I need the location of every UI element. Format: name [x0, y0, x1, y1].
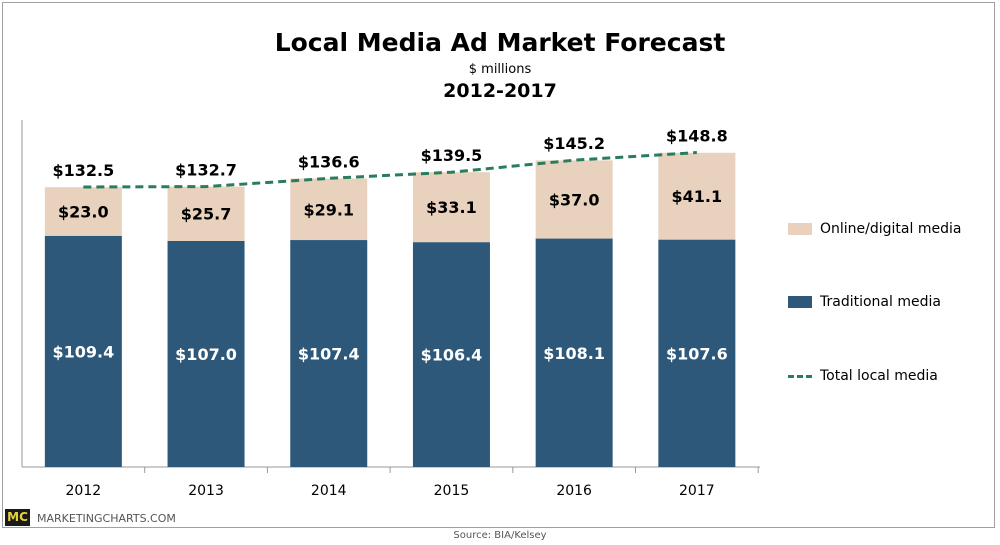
legend-label: Traditional media [820, 294, 941, 310]
bar-online-2014 [290, 178, 368, 241]
bar-traditional-2016 [535, 238, 613, 467]
label-traditional-2012: $109.4 [52, 342, 114, 361]
legend-online: Online/digital media [788, 221, 961, 237]
bar-online-2013 [167, 186, 245, 241]
bar-traditional-2012 [44, 235, 122, 467]
chart-frame [2, 2, 995, 528]
source-text: Source: BIA/Kelsey [453, 530, 547, 541]
legend-swatch-total [788, 374, 812, 378]
x-tick-label-2016: 2016 [556, 483, 592, 499]
label-online-2016: $37.0 [549, 190, 600, 209]
bar-online-2016 [535, 160, 613, 239]
legend-label: Online/digital media [820, 221, 962, 237]
legend-swatch-traditional [788, 296, 812, 308]
bar-online-2017 [658, 152, 736, 240]
bar-traditional-2013 [167, 240, 245, 467]
label-online-2013: $25.7 [181, 205, 232, 224]
x-tick-label-2017: 2017 [679, 483, 715, 499]
bar-online-2012 [44, 187, 122, 236]
legend-swatch-online [788, 223, 812, 235]
label-total-2015: $139.5 [421, 146, 483, 165]
bar-traditional-2014 [290, 240, 368, 467]
label-traditional-2014: $107.4 [298, 345, 360, 364]
legend-label: Total local media [820, 368, 938, 384]
label-online-2012: $23.0 [58, 203, 109, 222]
legend-traditional: Traditional media [788, 294, 941, 310]
x-tick-label-2012: 2012 [66, 483, 102, 499]
brand-text: MARKETINGCHARTS.COM [37, 512, 176, 525]
legend-total: Total local media [788, 368, 938, 384]
line-total-local-media [83, 151, 697, 189]
label-total-2014: $136.6 [298, 152, 360, 171]
label-online-2017: $41.1 [672, 187, 723, 206]
bar-online-2015 [412, 172, 490, 243]
x-tick-label-2013: 2013 [188, 483, 224, 499]
label-online-2014: $29.1 [303, 200, 354, 219]
x-tick-label-2014: 2014 [311, 483, 347, 499]
chart-title: Local Media Ad Market Forecast [274, 28, 726, 57]
label-total-2016: $145.2 [543, 134, 605, 153]
label-total-2017: $148.8 [666, 127, 728, 146]
label-total-2013: $132.7 [175, 161, 237, 180]
bar-traditional-2015 [412, 242, 490, 467]
label-traditional-2016: $108.1 [543, 344, 605, 363]
x-tick-label-2015: 2015 [434, 483, 470, 499]
chart-subtitle: $ millions [468, 62, 532, 77]
marketingcharts-logo: MC [5, 509, 30, 526]
label-traditional-2013: $107.0 [175, 345, 237, 364]
bar-traditional-2017 [658, 239, 736, 467]
label-traditional-2017: $107.6 [666, 344, 728, 363]
label-total-2012: $132.5 [52, 161, 114, 180]
label-online-2015: $33.1 [426, 198, 477, 217]
label-traditional-2015: $106.4 [421, 346, 483, 365]
chart-date-range: 2012-2017 [443, 80, 557, 102]
